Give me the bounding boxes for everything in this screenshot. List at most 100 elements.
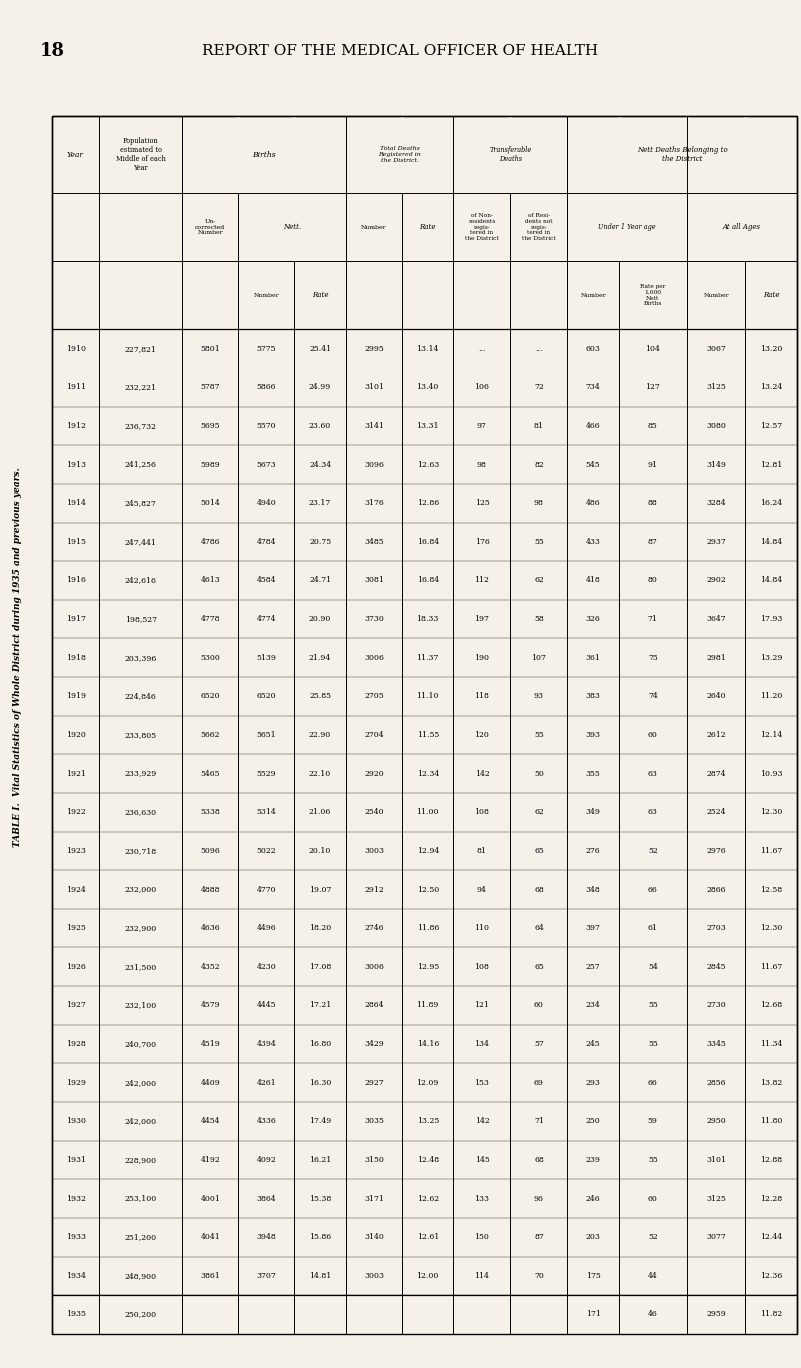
Text: 85: 85 — [648, 421, 658, 430]
Text: 120: 120 — [474, 731, 489, 739]
Text: 142: 142 — [474, 770, 489, 777]
Text: 11.82: 11.82 — [760, 1311, 783, 1319]
Text: 12.63: 12.63 — [417, 461, 439, 469]
Text: 3067: 3067 — [706, 345, 726, 353]
Text: 68: 68 — [534, 885, 544, 893]
Text: 3345: 3345 — [706, 1040, 726, 1048]
Text: 1924: 1924 — [66, 885, 86, 893]
Text: 69: 69 — [534, 1079, 544, 1086]
Text: 104: 104 — [646, 345, 660, 353]
Text: 14.84: 14.84 — [760, 538, 783, 546]
Text: 203: 203 — [586, 1233, 601, 1241]
Text: 1916: 1916 — [66, 576, 86, 584]
Text: 1929: 1929 — [66, 1079, 86, 1086]
Text: 55: 55 — [534, 731, 544, 739]
Text: 2856: 2856 — [706, 1079, 726, 1086]
Text: 15.38: 15.38 — [309, 1194, 332, 1202]
Text: 1912: 1912 — [66, 421, 86, 430]
Text: 5775: 5775 — [256, 345, 276, 353]
Text: 12.94: 12.94 — [417, 847, 439, 855]
Text: 88: 88 — [648, 499, 658, 508]
Text: 97: 97 — [477, 421, 487, 430]
Text: 3284: 3284 — [706, 499, 726, 508]
Text: 4409: 4409 — [200, 1079, 220, 1086]
Text: 114: 114 — [474, 1272, 489, 1280]
Text: 11.80: 11.80 — [760, 1118, 783, 1126]
Text: 603: 603 — [586, 345, 601, 353]
Text: 3647: 3647 — [706, 616, 726, 622]
Text: 4352: 4352 — [200, 963, 220, 971]
Text: 17.93: 17.93 — [760, 616, 783, 622]
Text: 11.34: 11.34 — [760, 1040, 783, 1048]
Text: 60: 60 — [648, 1194, 658, 1202]
Text: 1935: 1935 — [66, 1311, 86, 1319]
Text: Rate: Rate — [420, 223, 436, 231]
Text: 2705: 2705 — [364, 692, 384, 700]
Text: Rate: Rate — [763, 291, 779, 300]
Text: 3861: 3861 — [200, 1272, 220, 1280]
Text: 12.95: 12.95 — [417, 963, 439, 971]
Text: 55: 55 — [648, 1001, 658, 1010]
Text: 253,100: 253,100 — [124, 1194, 157, 1202]
Text: 242,000: 242,000 — [125, 1079, 157, 1086]
Text: 5022: 5022 — [256, 847, 276, 855]
Text: 96: 96 — [534, 1194, 544, 1202]
Text: 12.68: 12.68 — [760, 1001, 783, 1010]
Text: 232,100: 232,100 — [124, 1001, 157, 1010]
Text: 74: 74 — [648, 692, 658, 700]
Text: 234: 234 — [586, 1001, 601, 1010]
Text: 5314: 5314 — [256, 808, 276, 817]
Text: 50: 50 — [534, 770, 544, 777]
Text: 4261: 4261 — [256, 1079, 276, 1086]
Text: 3150: 3150 — [364, 1156, 384, 1164]
Text: 5570: 5570 — [256, 421, 276, 430]
Text: 5695: 5695 — [200, 421, 220, 430]
Text: 2730: 2730 — [706, 1001, 726, 1010]
Text: 3125: 3125 — [706, 383, 726, 391]
Text: Under 1 Year age: Under 1 Year age — [598, 223, 656, 231]
Text: ...: ... — [478, 345, 485, 353]
Text: 66: 66 — [648, 1079, 658, 1086]
Text: Number: Number — [580, 293, 606, 298]
Text: Rate: Rate — [312, 291, 328, 300]
Text: 3141: 3141 — [364, 421, 384, 430]
Text: 57: 57 — [534, 1040, 544, 1048]
Text: 176: 176 — [474, 538, 489, 546]
Text: 71: 71 — [534, 1118, 544, 1126]
Text: Year: Year — [67, 150, 84, 159]
Text: 545: 545 — [586, 461, 601, 469]
Text: 93: 93 — [534, 692, 544, 700]
Text: 433: 433 — [586, 538, 601, 546]
Text: 4940: 4940 — [256, 499, 276, 508]
Text: 190: 190 — [474, 654, 489, 662]
Text: 3140: 3140 — [364, 1233, 384, 1241]
Text: 3101: 3101 — [706, 1156, 726, 1164]
Text: 224,846: 224,846 — [125, 692, 156, 700]
Text: 150: 150 — [474, 1233, 489, 1241]
Text: 98: 98 — [477, 461, 487, 469]
Text: 11.67: 11.67 — [760, 963, 783, 971]
Text: 58: 58 — [534, 616, 544, 622]
Text: 246: 246 — [586, 1194, 601, 1202]
Text: 232,900: 232,900 — [124, 925, 157, 932]
Text: 22.90: 22.90 — [309, 731, 332, 739]
Text: 145: 145 — [474, 1156, 489, 1164]
Text: 4230: 4230 — [256, 963, 276, 971]
Text: Nett.: Nett. — [283, 223, 301, 231]
Text: 239: 239 — [586, 1156, 601, 1164]
Text: 153: 153 — [474, 1079, 489, 1086]
Text: 25.41: 25.41 — [309, 345, 331, 353]
Text: 15.86: 15.86 — [309, 1233, 331, 1241]
Text: 72: 72 — [534, 383, 544, 391]
Text: 118: 118 — [474, 692, 489, 700]
Text: 24.34: 24.34 — [309, 461, 331, 469]
Text: 12.81: 12.81 — [760, 461, 783, 469]
Text: 397: 397 — [586, 925, 601, 932]
Text: 2864: 2864 — [364, 1001, 384, 1010]
Text: 348: 348 — [586, 885, 601, 893]
Text: 106: 106 — [474, 383, 489, 391]
Text: 4774: 4774 — [256, 616, 276, 622]
Text: 12.58: 12.58 — [760, 885, 783, 893]
Text: 5787: 5787 — [200, 383, 220, 391]
Text: 4192: 4192 — [200, 1156, 220, 1164]
